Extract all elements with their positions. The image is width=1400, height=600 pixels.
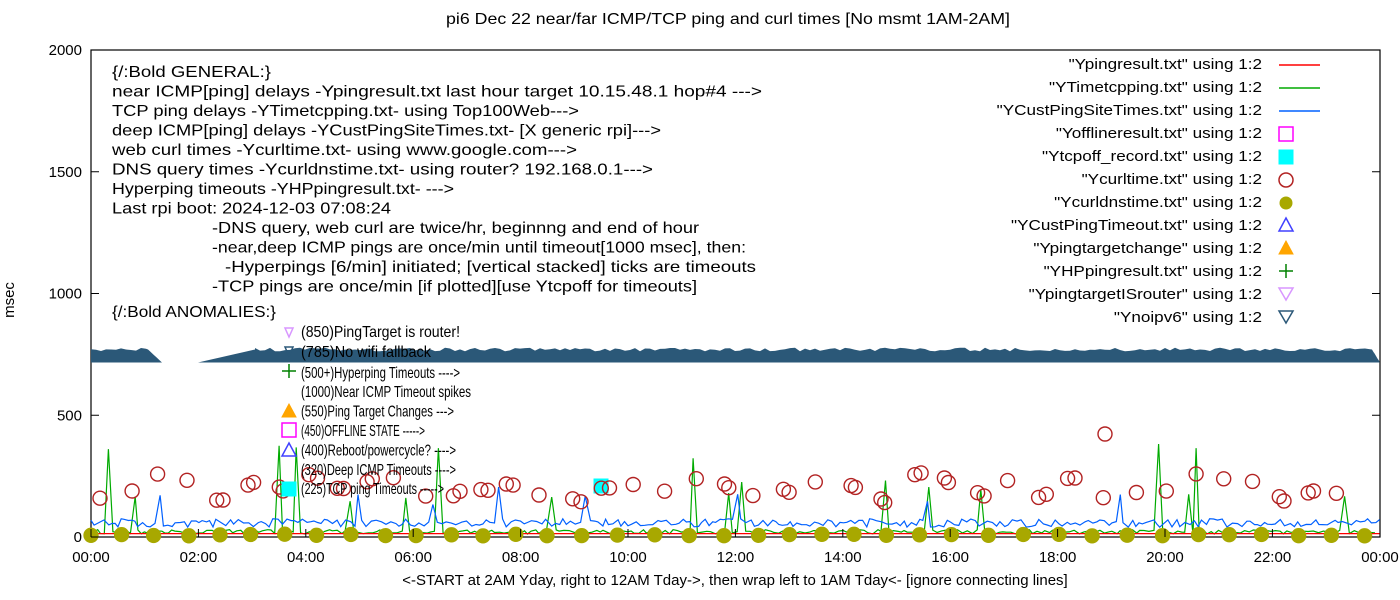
svg-text:(850)PingTarget is router!: (850)PingTarget is router! [301, 324, 460, 341]
svg-text:2000: 2000 [49, 42, 82, 59]
svg-text:500: 500 [57, 407, 82, 424]
svg-text:14:00: 14:00 [824, 549, 862, 566]
svg-text:(1000)Near ICMP Timeout spikes: (1000)Near ICMP Timeout spikes [301, 384, 471, 401]
svg-text:"Ycurltime.txt" using 1:2: "Ycurltime.txt" using 1:2 [1082, 171, 1262, 188]
svg-text:"Ypingresult.txt" using 1:2: "Ypingresult.txt" using 1:2 [1069, 56, 1262, 73]
svg-text:10:00: 10:00 [609, 549, 647, 566]
svg-text:18:00: 18:00 [1039, 549, 1077, 566]
svg-text:near ICMP[ping] delays -Ypingr: near ICMP[ping] delays -Ypingresult.txt … [112, 84, 762, 101]
svg-text:{/:Bold ANOMALIES:}: {/:Bold ANOMALIES:} [112, 304, 277, 321]
svg-text:msec: msec [1, 282, 18, 318]
svg-text:20:00: 20:00 [1146, 549, 1184, 566]
svg-text:{/:Bold GENERAL:}: {/:Bold GENERAL:} [112, 64, 272, 81]
svg-text:00:00: 00:00 [72, 549, 110, 566]
svg-text:(450)OFFLINE STATE ----->: (450)OFFLINE STATE -----> [301, 423, 425, 440]
svg-text:"Ytcpoff_record.txt" using 1:2: "Ytcpoff_record.txt" using 1:2 [1042, 148, 1262, 165]
svg-text:-Hyperpings [6/min] initiated;: -Hyperpings [6/min] initiated; [vertical… [225, 259, 756, 276]
svg-text:"Yofflineresult.txt" using 1:2: "Yofflineresult.txt" using 1:2 [1056, 125, 1262, 142]
svg-text:(225)TCP ping Timeouts ----->: (225)TCP ping Timeouts -----> [301, 481, 444, 498]
svg-text:<-START at 2AM Yday, right to: <-START at 2AM Yday, right to 12AM Tday-… [402, 572, 1067, 589]
svg-text:"Ycurldnstime.txt" using 1:2: "Ycurldnstime.txt" using 1:2 [1054, 194, 1262, 211]
svg-text:Last rpi boot: 2024-12-03 07:0: Last rpi boot: 2024-12-03 07:08:24 [112, 201, 391, 218]
svg-text:"Ynoipv6" using 1:2: "Ynoipv6" using 1:2 [1114, 309, 1262, 326]
svg-text:08:00: 08:00 [502, 549, 540, 566]
svg-text:1000: 1000 [49, 286, 82, 303]
svg-text:(785)No wifi fallback: (785)No wifi fallback [301, 344, 432, 361]
svg-text:TCP ping delays -YTimetcpping.: TCP ping delays -YTimetcpping.txt- using… [112, 103, 579, 120]
svg-text:-near,deep ICMP pings are once: -near,deep ICMP pings are once/min until… [212, 240, 746, 257]
svg-text:00:00: 00:00 [1361, 549, 1399, 566]
svg-text:Hyperping timeouts -YHPpingres: Hyperping timeouts -YHPpingresult.txt- -… [112, 181, 454, 198]
svg-text:(320)Deep ICMP Timeouts ---->: (320)Deep ICMP Timeouts ----> [301, 462, 456, 479]
svg-text:02:00: 02:00 [180, 549, 218, 566]
svg-text:pi6 Dec 22 near/far ICMP/TCP: pi6 Dec 22 near/far ICMP/TCP ping and cu… [446, 11, 1010, 28]
svg-text:06:00: 06:00 [394, 549, 432, 566]
svg-text:deep ICMP[ping] delays -YCustP: deep ICMP[ping] delays -YCustPingSiteTim… [112, 123, 661, 140]
svg-text:"YTimetcpping.txt" using 1:2: "YTimetcpping.txt" using 1:2 [1049, 79, 1262, 96]
svg-text:"YpingtargetISrouter" using 1:: "YpingtargetISrouter" using 1:2 [1029, 286, 1262, 303]
svg-text:-DNS query, web curl are twice: -DNS query, web curl are twice/hr, begin… [212, 220, 700, 237]
svg-text:web curl times -Ycurltime.txt-: web curl times -Ycurltime.txt- using www… [111, 142, 577, 159]
svg-text:DNS query times -Ycurldnstime.: DNS query times -Ycurldnstime.txt- using… [112, 162, 653, 179]
svg-text:1500: 1500 [49, 164, 82, 181]
svg-text:"YCustPingSiteTimes.txt" using: "YCustPingSiteTimes.txt" using 1:2 [997, 102, 1262, 119]
svg-text:04:00: 04:00 [287, 549, 325, 566]
svg-text:0: 0 [74, 529, 82, 546]
svg-text:"YHPpingresult.txt" using 1:2: "YHPpingresult.txt" using 1:2 [1044, 263, 1262, 280]
svg-text:22:00: 22:00 [1254, 549, 1292, 566]
svg-text:12:00: 12:00 [717, 549, 755, 566]
svg-text:(400)Reboot/powercycle? ---->: (400)Reboot/powercycle? ----> [301, 443, 456, 460]
svg-text:"Ypingtargetchange" using 1:2: "Ypingtargetchange" using 1:2 [1033, 240, 1262, 257]
svg-text:16:00: 16:00 [931, 549, 969, 566]
svg-text:"YCustPingTimeout.txt" using 1: "YCustPingTimeout.txt" using 1:2 [1011, 217, 1262, 234]
svg-text:-TCP pings are once/min [if pl: -TCP pings are once/min [if plotted][use… [212, 279, 697, 296]
svg-text:(550)Ping Target Changes --->: (550)Ping Target Changes ---> [301, 404, 454, 421]
svg-text:(500+)Hyperping Timeouts ---->: (500+)Hyperping Timeouts ----> [301, 365, 460, 382]
